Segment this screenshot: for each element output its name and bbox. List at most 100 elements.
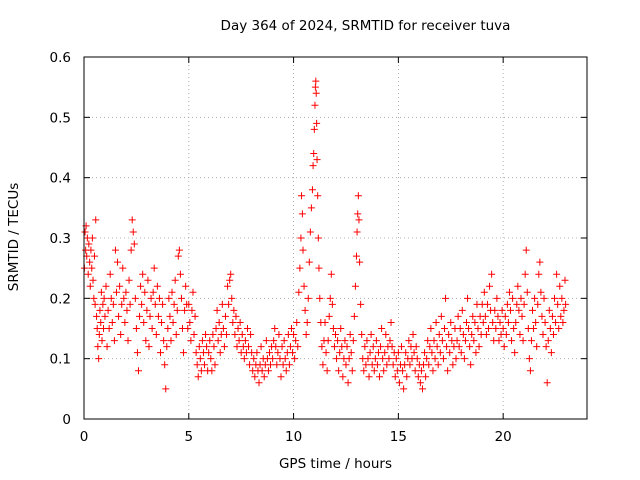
data-point	[180, 349, 188, 357]
data-point	[314, 234, 322, 242]
data-point	[474, 325, 482, 332]
data-point	[459, 331, 467, 339]
data-point	[371, 355, 379, 363]
data-point	[293, 318, 301, 326]
data-point	[250, 355, 258, 363]
data-point	[218, 300, 226, 308]
data-point	[148, 325, 156, 332]
data-point	[255, 379, 263, 387]
data-point	[229, 318, 237, 326]
data-point	[96, 306, 104, 314]
data-point	[350, 312, 358, 320]
data-point	[541, 318, 549, 326]
data-point	[107, 294, 115, 302]
data-point	[411, 367, 419, 375]
data-point	[194, 373, 202, 381]
data-point	[494, 312, 502, 320]
data-point	[522, 246, 530, 254]
data-point	[509, 294, 517, 302]
data-point	[425, 361, 433, 369]
data-point	[126, 300, 134, 308]
data-point	[226, 276, 234, 284]
data-point	[418, 385, 426, 393]
data-point	[456, 325, 464, 332]
data-point	[446, 349, 454, 357]
data-point	[85, 240, 93, 248]
y-tick-label: 0.2	[50, 291, 71, 307]
data-point	[315, 264, 323, 272]
data-point	[195, 343, 203, 351]
data-point	[422, 373, 430, 381]
plot-frame	[83, 56, 588, 420]
data-point	[128, 216, 136, 224]
data-point	[145, 343, 153, 351]
data-point	[109, 300, 117, 308]
data-point	[475, 343, 483, 351]
data-point	[119, 264, 127, 272]
data-point	[461, 337, 469, 345]
data-point	[339, 373, 347, 381]
data-point	[187, 337, 195, 345]
data-point	[264, 367, 272, 375]
data-point	[385, 355, 393, 363]
data-point	[406, 361, 414, 369]
data-point	[260, 373, 268, 381]
data-point	[378, 325, 386, 332]
data-point	[424, 337, 432, 345]
data-point	[551, 294, 559, 302]
data-point	[308, 186, 316, 194]
data-point	[479, 318, 487, 326]
data-point	[291, 355, 299, 363]
data-point	[272, 343, 280, 351]
data-point	[334, 337, 342, 345]
data-point	[467, 361, 475, 369]
data-point	[545, 306, 553, 314]
data-point	[427, 325, 435, 332]
data-point	[309, 162, 317, 170]
data-point	[120, 294, 128, 302]
data-point	[193, 361, 201, 369]
data-point	[125, 276, 133, 284]
data-point	[108, 318, 116, 326]
data-point	[416, 379, 424, 387]
data-point	[269, 355, 277, 363]
data-point	[355, 216, 363, 224]
data-point	[304, 294, 312, 302]
data-point	[188, 306, 196, 314]
data-point	[464, 294, 472, 302]
data-point	[112, 288, 120, 296]
data-point	[241, 337, 249, 345]
data-point	[246, 361, 254, 369]
data-point	[206, 337, 214, 345]
data-point	[516, 331, 524, 339]
data-point	[230, 306, 238, 314]
data-point	[443, 343, 451, 351]
data-point	[495, 337, 503, 345]
data-point	[93, 312, 101, 320]
data-point	[481, 312, 489, 320]
data-point	[513, 300, 521, 308]
data-point	[363, 337, 371, 345]
data-point	[192, 349, 200, 357]
data-point	[310, 150, 318, 158]
data-point	[403, 373, 411, 381]
x-tick-label: 5	[184, 429, 193, 445]
x-tick-label: 10	[285, 429, 302, 445]
data-point	[170, 300, 178, 308]
data-point	[100, 294, 108, 302]
data-point	[106, 270, 114, 278]
data-point	[181, 306, 189, 314]
data-point	[417, 367, 425, 375]
data-point	[123, 306, 131, 314]
data-point	[262, 337, 270, 345]
data-point	[354, 192, 362, 200]
data-point	[470, 337, 478, 345]
data-point	[434, 361, 442, 369]
data-point	[410, 349, 418, 357]
data-point	[483, 300, 491, 308]
data-point	[471, 318, 479, 326]
data-point	[519, 337, 527, 345]
data-point	[436, 349, 444, 357]
data-point	[431, 355, 439, 363]
data-point	[190, 331, 198, 339]
